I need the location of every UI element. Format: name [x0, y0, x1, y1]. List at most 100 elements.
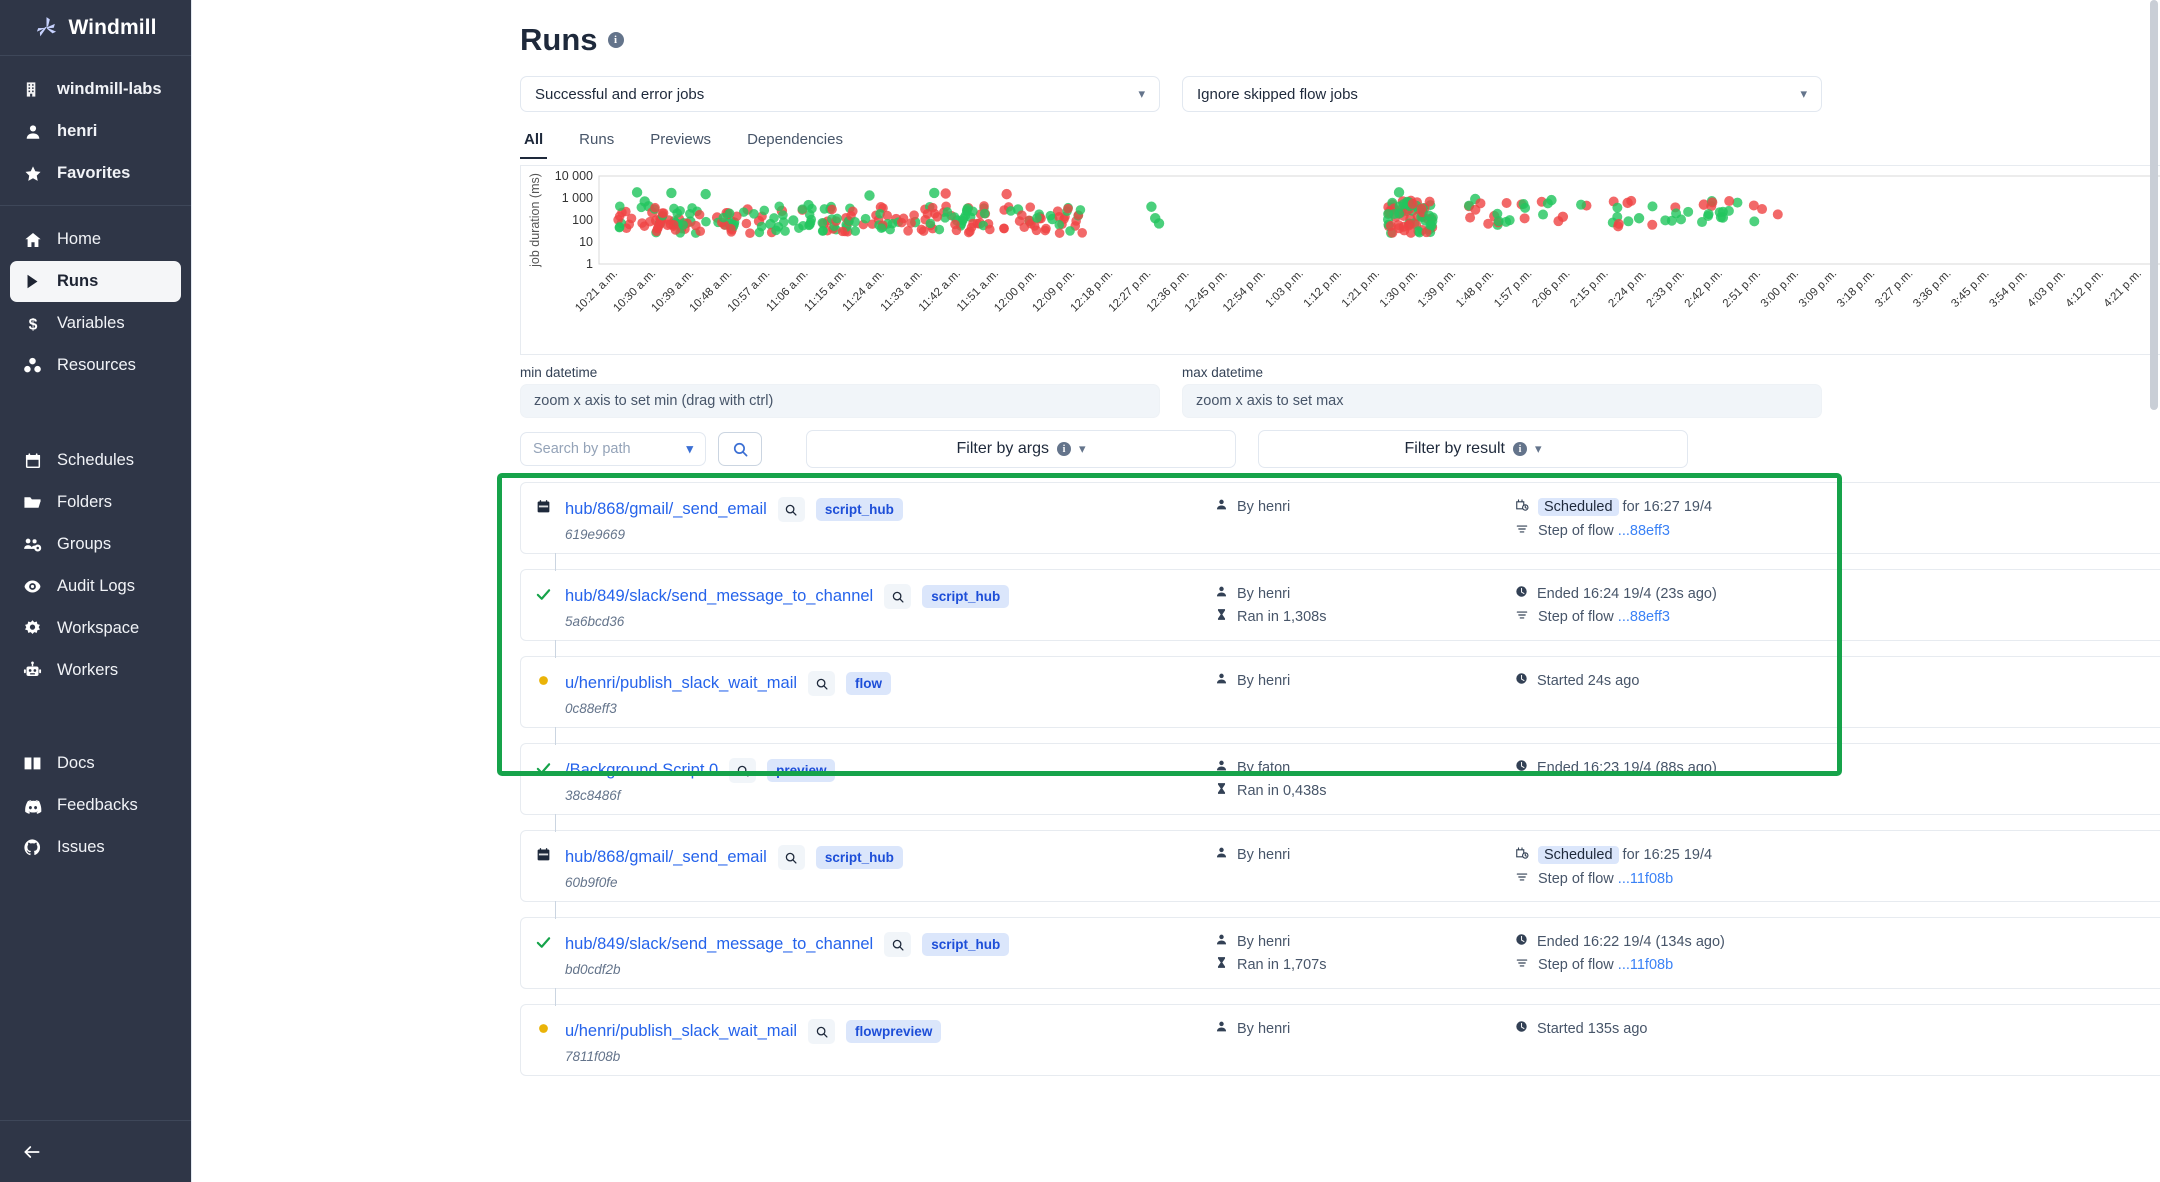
table-row[interactable]: u/henri/publish_slack_wait_mail flowprevi… [520, 988, 2160, 1076]
run-main-cell: hub/849/slack/send_message_to_channel scr… [565, 932, 1215, 977]
flow-link[interactable]: ...11f08b [1617, 871, 1674, 887]
dollar-icon: $ [22, 315, 43, 332]
sidebar-item-label-groups: Groups [57, 535, 112, 553]
svg-text:3:00 p.m.: 3:00 p.m. [1759, 268, 1801, 310]
hourglass-icon [1215, 782, 1228, 799]
run-main-cell: hub/868/gmail/_send_email script_hub 619e9… [565, 497, 1215, 542]
run-path-link[interactable]: hub/849/slack/send_message_to_channel [565, 935, 874, 953]
svg-text:3:27 p.m.: 3:27 p.m. [1873, 268, 1915, 310]
run-search-icon-button[interactable] [729, 758, 757, 783]
sidebar-item-workspace[interactable]: Workspace [10, 608, 181, 649]
brand[interactable]: Windmill [0, 0, 191, 56]
sidebar-collapse-button[interactable] [0, 1120, 191, 1182]
page-title: Runs [520, 22, 598, 57]
table-row[interactable]: hub/849/slack/send_message_to_channel scr… [520, 901, 2160, 989]
run-search-icon-button[interactable] [808, 671, 836, 696]
sidebar-item-groups[interactable]: Groups [10, 524, 181, 565]
run-path-link[interactable]: hub/849/slack/send_message_to_channel [565, 587, 874, 605]
sidebar-item-runs[interactable]: Runs [10, 261, 181, 302]
run-search-icon-button[interactable] [884, 932, 912, 957]
run-path-link[interactable]: u/henri/publish_slack_wait_mail [565, 1022, 798, 1040]
flow-link[interactable]: ...88eff3 [1617, 609, 1670, 625]
sidebar-item-home[interactable]: Home [10, 219, 181, 260]
run-path-link[interactable]: /Background Script 0 [565, 761, 719, 779]
sidebar-item-label-audit-logs: Audit Logs [57, 577, 135, 595]
search-path-input[interactable]: Search by path ▾ [520, 432, 706, 466]
max-datetime-input[interactable]: zoom x axis to set max [1182, 384, 1822, 418]
run-search-icon-button[interactable] [884, 584, 912, 609]
flow-link[interactable]: ...88eff3 [1617, 523, 1670, 539]
chart-inner: job duration (ms) 1 10 100 1 000 10 000 10:21 … [521, 166, 2160, 354]
sidebar-item-audit-logs[interactable]: Audit Logs [10, 566, 181, 607]
run-search-icon-button[interactable] [777, 845, 805, 870]
steps-icon [1515, 956, 1529, 974]
sidebar-item-variables[interactable]: $ Variables [10, 303, 181, 344]
star-icon [22, 165, 43, 183]
sidebar-item-docs[interactable]: Docs [10, 743, 181, 784]
run-search-icon-button[interactable] [777, 497, 805, 522]
flow-link[interactable]: ...11f08b [1617, 957, 1674, 973]
sidebar-item-issues[interactable]: Issues [10, 827, 181, 868]
vertical-scrollbar[interactable] [2150, 0, 2158, 410]
sidebar-account-group: windmill-labs henri Favorites [0, 56, 191, 206]
sidebar-item-favorites[interactable]: Favorites [10, 153, 181, 194]
sidebar-item-label-home: Home [57, 230, 102, 248]
sidebar-item-resources[interactable]: Resources [10, 345, 181, 386]
run-time-cell: Started 24s ago [1515, 671, 2160, 695]
run-kind-badge[interactable]: preview [767, 759, 836, 782]
check-icon [535, 760, 552, 782]
search-row: Search by path ▾ Filter by args i ▾ Filt… [192, 418, 2160, 468]
calendar-icon [22, 452, 43, 470]
steps-icon [1515, 522, 1529, 540]
sidebar-item-user[interactable]: henri [10, 111, 181, 152]
run-kind-badge[interactable]: script_hub [815, 846, 903, 869]
run-kind-badge[interactable]: flow [846, 672, 892, 695]
svg-text:1:21 p.m.: 1:21 p.m. [1340, 268, 1382, 310]
svg-text:1 000: 1 000 [562, 191, 593, 205]
tab-all[interactable]: All [520, 126, 548, 159]
play-icon [22, 273, 43, 290]
filter-by-result-button[interactable]: Filter by result i ▾ [1258, 430, 1688, 468]
run-path-link[interactable]: u/henri/publish_slack_wait_mail [565, 674, 798, 692]
table-row[interactable]: hub/849/slack/send_message_to_channel scr… [520, 553, 2160, 641]
sidebar-item-folders[interactable]: Folders [10, 482, 181, 523]
run-time-cell: Scheduled for 16:25 19/4 Step of flow ...… [1515, 845, 2160, 894]
table-row[interactable]: /Background Script 0 preview 38c8486f By fa… [520, 727, 2160, 815]
filter-by-args-button[interactable]: Filter by args i ▾ [806, 430, 1236, 468]
svg-text:1: 1 [586, 257, 593, 271]
folder-icon [22, 493, 43, 512]
run-main-cell: u/henri/publish_slack_wait_mail flowprevi… [565, 1019, 1215, 1064]
run-author-cell: By henri [1215, 1019, 1515, 1043]
tab-runs[interactable]: Runs [579, 131, 615, 148]
run-job-id: 60b9f0fe [565, 875, 618, 890]
tab-previews[interactable]: Previews [650, 131, 712, 148]
min-datetime-input[interactable]: zoom x axis to set min (drag with ctrl) [520, 384, 1160, 418]
job-duration-chart[interactable]: job duration (ms) 1 10 100 1 000 10 000 10:21 … [520, 165, 2160, 355]
skipped-flows-select[interactable]: Ignore skipped flow jobs ▾ [1182, 76, 1822, 112]
info-icon[interactable]: i [607, 32, 624, 48]
job-status-select[interactable]: Successful and error jobs ▾ [520, 76, 1160, 112]
run-kind-badge[interactable]: flowpreview [846, 1020, 942, 1043]
sidebar-item-workers[interactable]: Workers [10, 650, 181, 691]
run-kind-badge[interactable]: script_hub [815, 498, 903, 521]
sidebar-item-label-workers: Workers [57, 661, 119, 679]
sidebar-item-workspace-name[interactable]: windmill-labs [10, 69, 181, 110]
table-row[interactable]: hub/868/gmail/_send_email script_hub 60b9f… [520, 814, 2160, 902]
brand-name: Windmill [68, 15, 157, 39]
sidebar-item-schedules[interactable]: Schedules [10, 440, 181, 481]
svg-text:4:03 p.m.: 4:03 p.m. [2025, 268, 2067, 310]
table-row[interactable]: u/henri/publish_slack_wait_mail flow 0c88e… [520, 640, 2160, 728]
sidebar-item-feedbacks[interactable]: Feedbacks [10, 785, 181, 826]
run-path-link[interactable]: hub/868/gmail/_send_email [565, 500, 767, 518]
run-kind-badge[interactable]: script_hub [922, 933, 1010, 956]
groups-icon [22, 535, 43, 554]
tab-dependencies[interactable]: Dependencies [747, 131, 843, 148]
row-connector [555, 988, 556, 1006]
run-search-icon-button[interactable] [808, 1019, 836, 1044]
info-icon: i [1512, 442, 1527, 456]
search-button[interactable] [718, 432, 762, 466]
run-kind-badge[interactable]: script_hub [922, 585, 1010, 608]
table-row[interactable]: hub/868/gmail/_send_email script_hub 619e9… [520, 482, 2160, 554]
run-path-link[interactable]: hub/868/gmail/_send_email [565, 848, 767, 866]
run-flow-step: Step of flow ...11f08b [1515, 956, 2160, 974]
